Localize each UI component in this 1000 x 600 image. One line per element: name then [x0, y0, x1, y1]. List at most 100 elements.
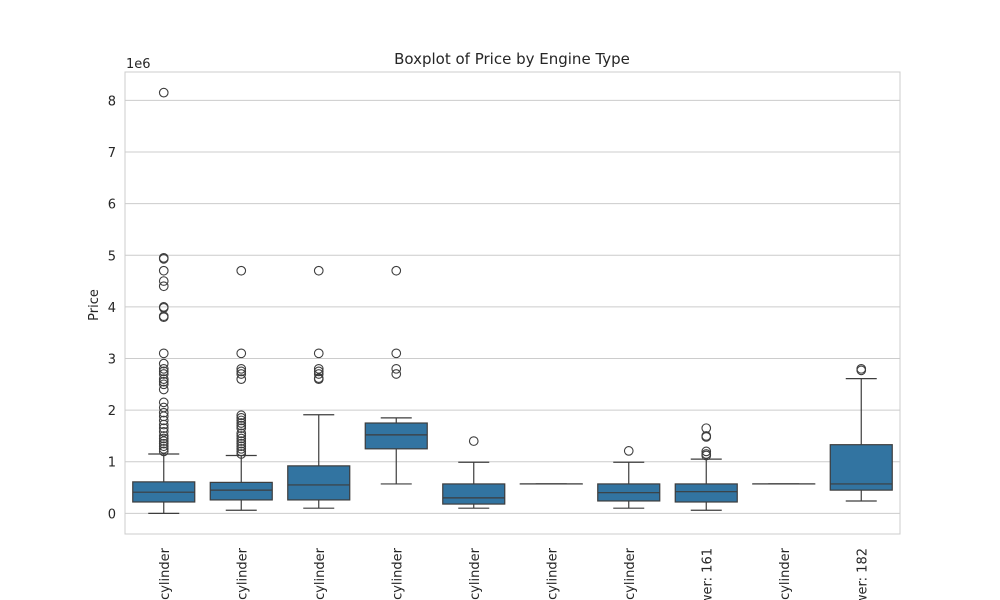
outlier-point [158, 419, 169, 430]
x-tick-label: cylinder [623, 547, 638, 600]
outlier-point [236, 443, 247, 454]
box-group [132, 87, 196, 514]
x-tick-label: wer: 182 [855, 548, 870, 600]
box-group [364, 265, 428, 485]
boxes-layer [132, 87, 893, 514]
y-axis-label: Price [87, 289, 102, 321]
outlier-point [158, 254, 169, 264]
outlier-point [158, 407, 169, 418]
chart-title: Boxplot of Price by Engine Type [394, 50, 630, 68]
outlier-point [236, 418, 247, 428]
outlier-point [236, 431, 247, 441]
outlier-point [236, 265, 247, 276]
outlier-point [236, 410, 247, 421]
outlier-point [313, 363, 324, 374]
x-tick-label: cylinder [390, 547, 405, 600]
outlier-point [236, 413, 247, 423]
outlier-point [236, 423, 247, 434]
y-axis-multiplier: 1e6 [126, 57, 151, 72]
outlier-point [313, 348, 324, 359]
outlier-point [701, 446, 712, 457]
x-tick-label: wer: 161 [700, 548, 715, 600]
outlier-point [391, 348, 402, 359]
box-group [287, 265, 351, 509]
outlier-point [236, 446, 247, 457]
outlier-point [701, 450, 712, 461]
outlier-point [468, 436, 479, 446]
y-tick-label: 1 [108, 456, 116, 471]
outlier-point [236, 369, 247, 379]
outlier-point [236, 438, 247, 449]
box-iqr [442, 483, 506, 505]
outlier-point [158, 436, 169, 446]
y-tick-label: 5 [108, 249, 116, 264]
box-group [597, 446, 661, 509]
x-tick-label: cylinder [778, 547, 793, 600]
outlier-point [313, 369, 324, 379]
outlier-point [158, 363, 169, 374]
outlier-point [158, 423, 169, 434]
box-iqr [287, 465, 351, 501]
outlier-point [236, 420, 247, 431]
outlier-point [158, 431, 169, 441]
outlier-point [313, 374, 324, 384]
outlier-point [158, 415, 169, 426]
y-tick-label: 2 [108, 404, 116, 419]
outlier-point [236, 363, 247, 374]
outlier-point [158, 276, 169, 286]
outlier-point [391, 369, 402, 379]
box-iqr [364, 422, 428, 450]
outlier-point [158, 446, 169, 457]
box-iqr [674, 483, 738, 503]
box-group [674, 423, 738, 511]
outlier-point [236, 449, 247, 459]
outlier-point [236, 415, 247, 426]
outlier-point [158, 366, 169, 377]
outlier-point [236, 374, 247, 384]
outlier-point [158, 426, 169, 437]
box-group [829, 363, 893, 502]
outlier-point [158, 358, 169, 369]
outlier-point [701, 432, 712, 442]
outlier-point [391, 265, 402, 276]
outlier-point [856, 365, 867, 376]
box-iqr [209, 481, 273, 501]
y-tick-label: 6 [108, 198, 116, 213]
x-tick-label: cylinder [468, 547, 483, 600]
outlier-point [158, 376, 169, 387]
y-tick-label: 8 [108, 94, 116, 109]
outlier-point [158, 265, 169, 276]
outlier-point [158, 379, 169, 390]
x-tick-labels: cylinder cylinder cylinder cylinder cylinder… [158, 547, 871, 600]
outlier-point [158, 87, 169, 98]
outlier-point [236, 433, 247, 444]
outlier-point [391, 363, 402, 374]
x-tick-label: cylinder [158, 547, 173, 600]
outlier-point [158, 281, 169, 292]
outlier-point [158, 441, 169, 452]
y-tick-label: 0 [108, 507, 116, 522]
x-tick-label: cylinder [235, 547, 250, 600]
outlier-point [158, 374, 169, 384]
outlier-point [158, 312, 169, 323]
outlier-point [236, 366, 247, 377]
y-tick-labels: 0 1 2 3 4 5 6 7 8 [108, 94, 116, 522]
x-tick-label: cylinder [545, 547, 560, 600]
x-tick-label: cylinder [313, 547, 328, 600]
outlier-point [236, 436, 247, 446]
outlier-point [236, 348, 247, 359]
outlier-point [158, 384, 169, 395]
y-tick-label: 4 [108, 301, 116, 316]
y-tick-label: 7 [108, 146, 116, 161]
y-tick-label: 3 [108, 352, 116, 367]
box-group [442, 436, 506, 509]
outlier-point [158, 369, 169, 379]
outlier-point [158, 443, 169, 454]
outlier-point [313, 366, 324, 377]
grid-layer [125, 99, 900, 514]
outlier-point [158, 438, 169, 449]
plot-frame [124, 71, 901, 535]
outlier-point [623, 446, 634, 456]
